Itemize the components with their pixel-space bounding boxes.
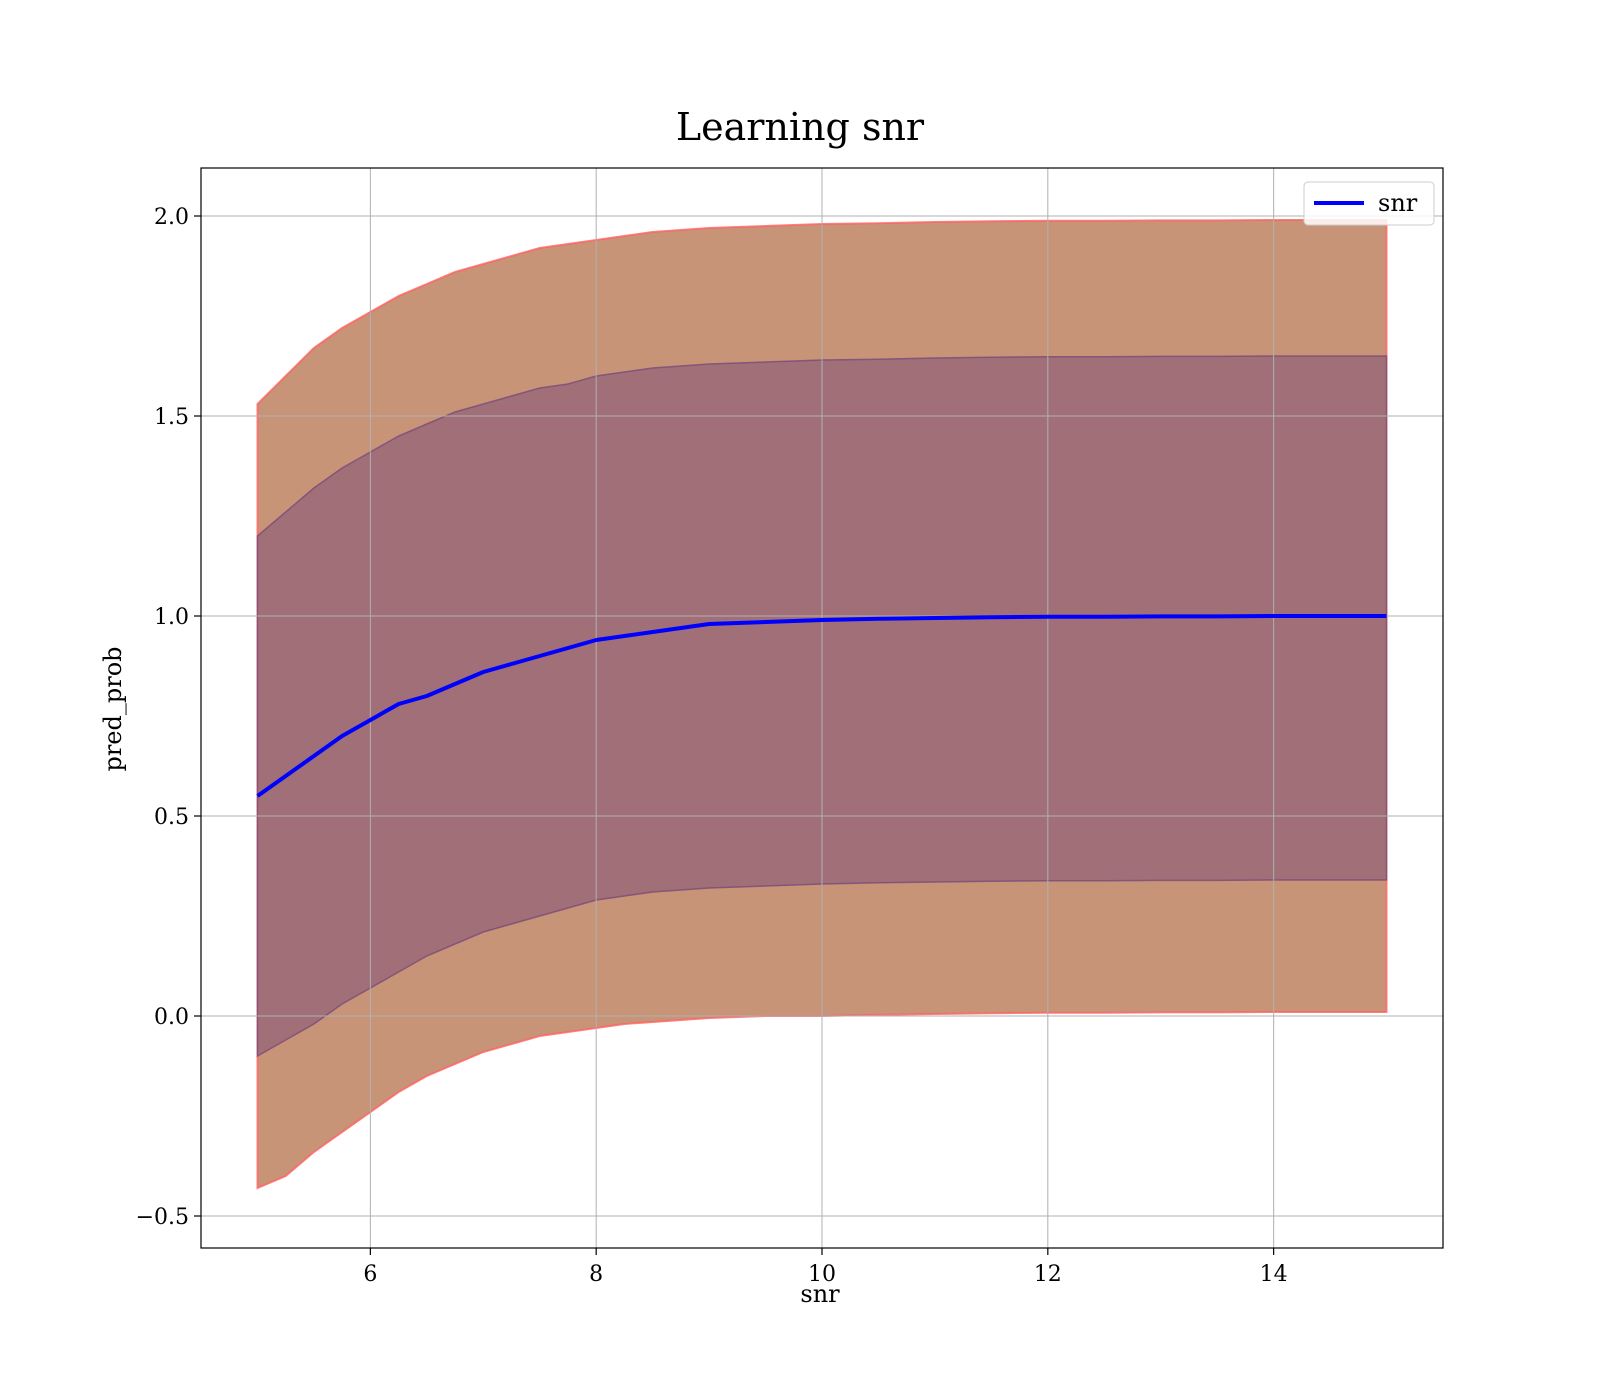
x-axis-label: snr [800, 1280, 840, 1308]
legend-label: snr [1378, 189, 1418, 217]
y-tick-label: −0.5 [136, 1205, 189, 1230]
legend: snr [1303, 181, 1435, 226]
x-tick-label: 6 [363, 1262, 377, 1287]
plot-content [201, 168, 1443, 1248]
chart-title: Learning snr [676, 105, 925, 149]
y-tick-label: 0.5 [154, 805, 189, 830]
y-tick-label: 1.0 [154, 605, 189, 630]
legend-box [1303, 181, 1435, 226]
y-tick-label: 2.0 [154, 205, 189, 230]
x-tick-label: 14 [1260, 1262, 1288, 1287]
plot-area: 6 8 10 12 14 −0.5 0.0 0.5 1.0 1.5 2.0 snr [136, 167, 1444, 1287]
y-axis-label: pred_prob [99, 646, 127, 771]
series-line-snr [256, 614, 1387, 798]
x-tick-label: 10 [808, 1262, 836, 1287]
y-tick-label: 0.0 [154, 1005, 189, 1030]
x-tick-label: 12 [1034, 1262, 1062, 1287]
y-tick-label: 1.5 [154, 405, 189, 430]
x-tick-label: 8 [589, 1262, 603, 1287]
